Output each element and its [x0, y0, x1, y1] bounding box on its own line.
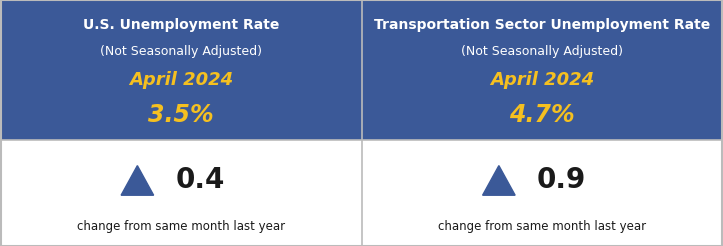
Text: 3.5%: 3.5%	[148, 103, 213, 127]
Text: U.S. Unemployment Rate: U.S. Unemployment Rate	[82, 18, 279, 32]
Polygon shape	[121, 166, 153, 195]
Text: change from same month last year: change from same month last year	[77, 220, 285, 233]
Text: (Not Seasonally Adjusted): (Not Seasonally Adjusted)	[461, 45, 623, 58]
Text: 0.9: 0.9	[536, 166, 586, 194]
Text: (Not Seasonally Adjusted): (Not Seasonally Adjusted)	[100, 45, 262, 58]
Text: April 2024: April 2024	[129, 71, 233, 89]
Text: April 2024: April 2024	[490, 71, 594, 89]
Text: change from same month last year: change from same month last year	[438, 220, 646, 233]
Text: 4.7%: 4.7%	[510, 103, 575, 127]
Text: Transportation Sector Unemployment Rate: Transportation Sector Unemployment Rate	[374, 18, 711, 32]
Text: 0.4: 0.4	[175, 166, 225, 194]
Polygon shape	[483, 166, 515, 195]
